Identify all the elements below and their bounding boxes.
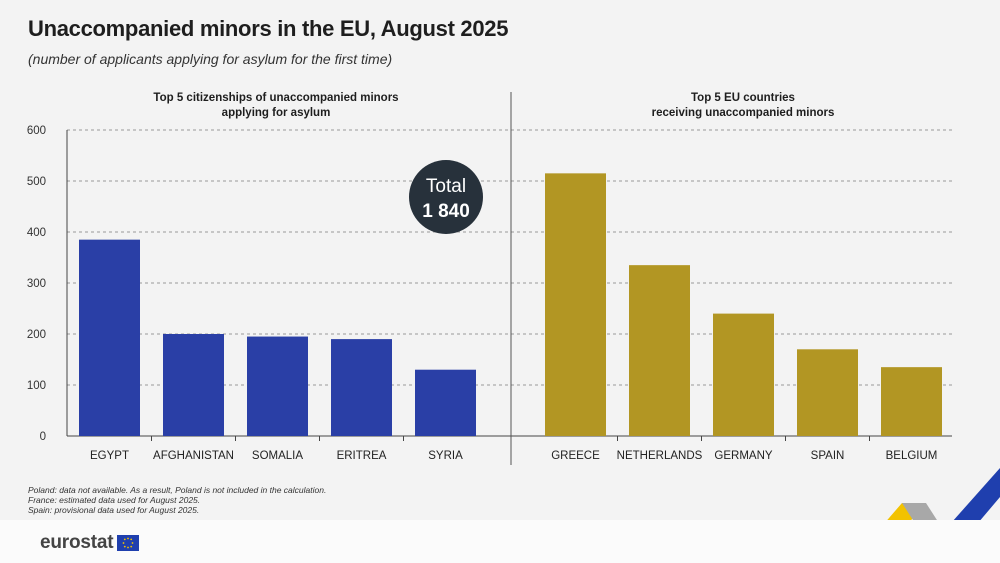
bar-spain bbox=[797, 349, 858, 436]
chart-subtitle: (number of applicants applying for asylu… bbox=[28, 51, 393, 67]
panel-title: receiving unaccompanied minors bbox=[652, 107, 835, 119]
y-tick-label: 300 bbox=[27, 278, 46, 290]
x-tick-label: BELGIUM bbox=[886, 450, 938, 462]
panel-title: applying for asylum bbox=[222, 107, 331, 119]
x-tick-label: NETHERLANDS bbox=[617, 450, 703, 462]
category-labels: EGYPT AFGHANISTAN SOMALIA ERITREA SYRIA GREEC… bbox=[90, 436, 937, 462]
bar-afghanistan bbox=[163, 334, 224, 436]
bar-greece bbox=[545, 173, 606, 436]
eurostat-logo: eurostat bbox=[40, 532, 140, 554]
bar-somalia bbox=[247, 336, 308, 436]
total-badge: Total 1 840 bbox=[409, 160, 483, 234]
footnote-spain: Spain: provisional data used for August … bbox=[28, 505, 200, 515]
x-tick-label: EGYPT bbox=[90, 450, 129, 462]
bar-eritrea bbox=[331, 339, 392, 436]
bar-belgium bbox=[881, 367, 942, 436]
footnote-poland: Poland: data not available. As a result,… bbox=[28, 485, 327, 495]
footnotes: Poland: data not available. As a result,… bbox=[28, 485, 326, 515]
eu-flag-icon bbox=[117, 535, 140, 551]
y-axis-ticks: 0 100 200 300 400 500 600 bbox=[27, 125, 46, 443]
panel-titles: Top 5 citizenships of unaccompanied mino… bbox=[153, 92, 834, 119]
panel-title: Top 5 EU countries bbox=[691, 92, 795, 104]
bar-syria bbox=[415, 369, 476, 436]
bar-chart: 0 100 200 300 400 500 600 EGYPT AFGHANISTAN SOMA… bbox=[27, 92, 952, 465]
bars bbox=[79, 173, 942, 436]
y-tick-label: 400 bbox=[27, 227, 46, 239]
x-tick-label: SYRIA bbox=[428, 450, 463, 462]
footnote-france: France: estimated data used for August 2… bbox=[28, 495, 201, 505]
total-badge-label: Total bbox=[426, 176, 466, 197]
x-tick-label: GREECE bbox=[551, 450, 600, 462]
bar-netherlands bbox=[629, 265, 690, 436]
y-tick-label: 500 bbox=[27, 176, 46, 188]
x-tick-label: AFGHANISTAN bbox=[153, 450, 234, 462]
x-tick-label: SPAIN bbox=[811, 450, 845, 462]
bar-germany bbox=[713, 313, 774, 436]
y-tick-label: 200 bbox=[27, 329, 46, 341]
y-tick-label: 600 bbox=[27, 125, 46, 137]
bar-egypt bbox=[79, 239, 140, 436]
footer: eurostat bbox=[0, 520, 1000, 563]
x-tick-label: SOMALIA bbox=[252, 450, 303, 462]
logo-text: eurostat bbox=[40, 532, 114, 553]
chart-title: Unaccompanied minors in the EU, August 2… bbox=[28, 16, 509, 41]
y-tick-label: 0 bbox=[40, 431, 46, 443]
panel-title: Top 5 citizenships of unaccompanied mino… bbox=[153, 92, 398, 104]
total-badge-circle bbox=[409, 160, 483, 234]
total-badge-value: 1 840 bbox=[422, 201, 470, 222]
x-tick-label: GERMANY bbox=[714, 450, 772, 462]
x-tick-label: ERITREA bbox=[337, 450, 387, 462]
y-tick-label: 100 bbox=[27, 380, 46, 392]
